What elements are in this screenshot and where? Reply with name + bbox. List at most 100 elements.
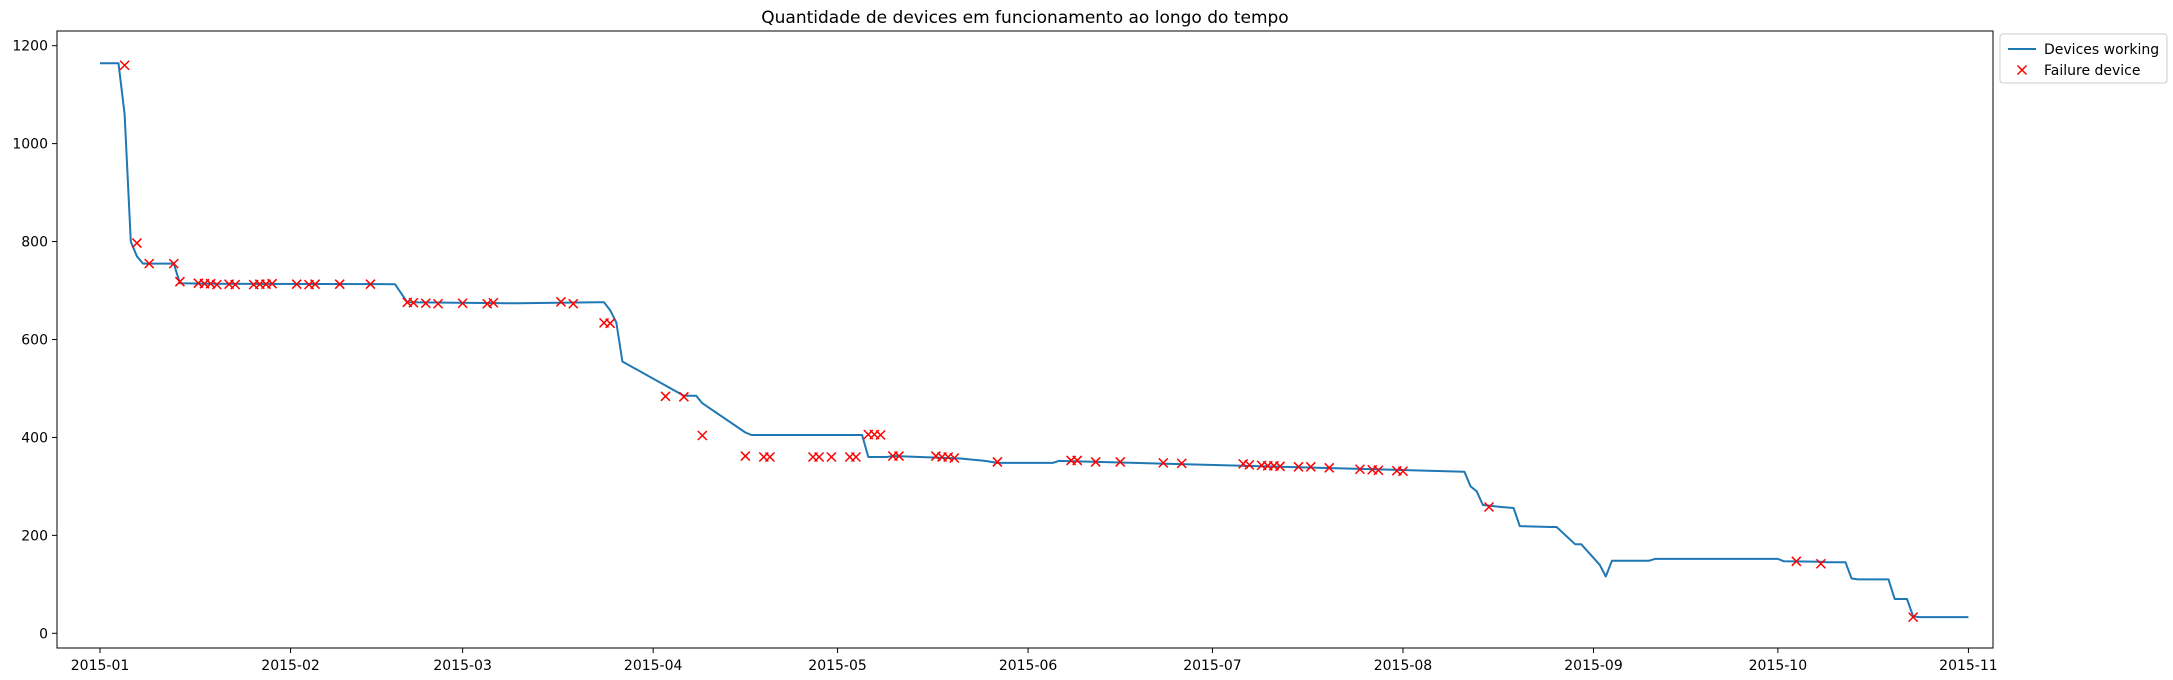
failure-device-marker bbox=[555, 296, 567, 307]
marker-stroke bbox=[697, 430, 708, 441]
failure-device-marker bbox=[119, 60, 130, 71]
failure-device-marker bbox=[850, 451, 862, 463]
y-axis: 0 200 400 600 800 1000 1200 bbox=[12, 39, 57, 642]
marker-stroke bbox=[420, 298, 431, 309]
failure-device-marker bbox=[949, 452, 960, 464]
failure-device-marker bbox=[1115, 456, 1126, 467]
marker-stroke bbox=[850, 451, 862, 463]
marker-stroke bbox=[1483, 501, 1495, 513]
marker-stroke bbox=[875, 429, 886, 441]
marker-stroke bbox=[131, 238, 142, 249]
marker-stroke bbox=[488, 297, 499, 308]
x-tick-label: 2015-11 bbox=[1939, 658, 1998, 674]
failure-device-marker bbox=[1176, 458, 1187, 469]
marker-stroke bbox=[119, 60, 130, 71]
series-layer bbox=[100, 60, 1969, 623]
marker-stroke bbox=[1354, 464, 1365, 475]
failure-device-marker bbox=[1483, 501, 1495, 513]
failure-device-marker bbox=[1275, 461, 1286, 472]
failure-device-marker bbox=[678, 391, 689, 402]
failure-device-marker bbox=[131, 238, 142, 249]
failure-device-marker bbox=[826, 451, 837, 463]
failure-device-marker bbox=[1158, 457, 1169, 468]
x-axis: 2015-01 2015-02 2015-03 2015-04 2015-05 2015-… bbox=[71, 648, 1998, 674]
failure-device-marker bbox=[334, 279, 345, 290]
legend: Devices working Failure device bbox=[1999, 33, 2168, 84]
marker-stroke bbox=[267, 278, 278, 289]
failure-device-marker bbox=[433, 298, 444, 309]
failure-device-marker bbox=[697, 430, 708, 441]
failure-device-marker bbox=[1305, 461, 1316, 472]
x-tick-label: 2015-03 bbox=[433, 658, 492, 674]
marker-stroke bbox=[2016, 64, 2028, 76]
failure-device-marker bbox=[174, 276, 185, 287]
marker-stroke bbox=[457, 298, 468, 309]
marker-stroke bbox=[1072, 455, 1083, 466]
failure-device-marker bbox=[267, 278, 278, 289]
marker-stroke bbox=[230, 279, 241, 290]
marker-stroke bbox=[605, 318, 616, 329]
marker-stroke bbox=[1908, 612, 1919, 623]
failure-device-marker bbox=[457, 298, 468, 309]
devices-working-line bbox=[100, 62, 1969, 619]
failure-device-marker bbox=[230, 279, 241, 290]
x-tick-label: 2015-06 bbox=[999, 658, 1058, 674]
failure-device-marker bbox=[893, 451, 905, 462]
x-tick-label: 2015-04 bbox=[624, 658, 683, 674]
marker-stroke bbox=[291, 279, 302, 290]
failure-device-marker bbox=[605, 318, 616, 329]
marker-stroke bbox=[1791, 556, 1802, 567]
y-tick-label: 200 bbox=[21, 528, 48, 544]
failure-device-marker bbox=[568, 298, 579, 309]
marker-stroke bbox=[1158, 457, 1169, 468]
marker-stroke bbox=[992, 456, 1003, 467]
failure-device-marker bbox=[814, 451, 825, 463]
failure-device-marker bbox=[1373, 465, 1384, 476]
marker-stroke bbox=[334, 279, 345, 290]
failure-device-marker bbox=[1397, 466, 1409, 477]
failure-device-marker bbox=[1090, 456, 1101, 467]
y-tick-label: 1000 bbox=[12, 137, 48, 153]
marker-stroke bbox=[1305, 461, 1316, 472]
x-tick-label: 2015-05 bbox=[808, 658, 867, 674]
chart-title: Quantidade de devices em funcionamento a… bbox=[761, 8, 1288, 28]
failure-device-marker bbox=[660, 391, 671, 402]
marker-stroke bbox=[1090, 456, 1101, 467]
x-tick-label: 2015-08 bbox=[1374, 658, 1433, 674]
failure-device-marker bbox=[1354, 464, 1365, 475]
marker-stroke bbox=[826, 451, 837, 463]
y-tick-label: 800 bbox=[21, 235, 48, 251]
marker-stroke bbox=[1373, 465, 1384, 476]
failure-device-marker bbox=[1324, 462, 1335, 473]
failure-device-marker bbox=[740, 451, 751, 462]
failure-device-marker bbox=[875, 429, 886, 441]
marker-stroke bbox=[168, 258, 179, 269]
x-tick-label: 2015-01 bbox=[71, 658, 130, 674]
failure-device-marker bbox=[1072, 455, 1083, 466]
failure-device-marker bbox=[488, 297, 499, 308]
marker-stroke bbox=[740, 451, 751, 462]
axes-frame bbox=[56, 30, 1994, 649]
marker-stroke bbox=[1244, 459, 1255, 470]
legend-label-devices-working: Devices working bbox=[2044, 42, 2159, 58]
failure-device-marker bbox=[291, 279, 302, 290]
marker-stroke bbox=[144, 258, 155, 269]
marker-stroke bbox=[1397, 466, 1409, 477]
legend-label-failure-device: Failure device bbox=[2044, 63, 2141, 79]
failure-device-marker bbox=[1244, 459, 1255, 470]
x-tick-label: 2015-09 bbox=[1564, 658, 1623, 674]
marker-stroke bbox=[1815, 558, 1826, 569]
y-tick-label: 0 bbox=[39, 626, 48, 642]
marker-stroke bbox=[1275, 461, 1286, 472]
marker-stroke bbox=[814, 451, 825, 463]
marker-stroke bbox=[211, 279, 222, 290]
marker-stroke bbox=[660, 391, 671, 402]
marker-stroke bbox=[949, 452, 960, 464]
failure-device-marker bbox=[1293, 461, 1304, 472]
legend-x-marker-swatch bbox=[2016, 64, 2028, 76]
failure-device-marker bbox=[1908, 612, 1919, 623]
failure-device-marker bbox=[310, 279, 321, 290]
marker-stroke bbox=[555, 296, 567, 307]
marker-stroke bbox=[482, 298, 493, 309]
marker-stroke bbox=[764, 451, 775, 463]
